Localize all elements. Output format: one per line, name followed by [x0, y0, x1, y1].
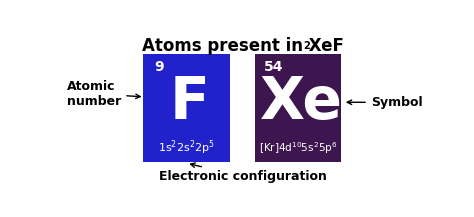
- Bar: [143, 54, 230, 162]
- Text: 54: 54: [264, 60, 283, 74]
- Text: 9: 9: [154, 60, 164, 74]
- Text: Xe: Xe: [260, 74, 343, 131]
- Text: Electronic configuration: Electronic configuration: [159, 163, 327, 183]
- Text: Symbol: Symbol: [347, 96, 422, 109]
- Text: [Kr]4d$^{10}$5s$^2$5p$^6$: [Kr]4d$^{10}$5s$^2$5p$^6$: [259, 140, 337, 156]
- Bar: [255, 54, 341, 162]
- Text: 2: 2: [303, 41, 310, 51]
- Text: 1s$^2$2s$^2$2p$^5$: 1s$^2$2s$^2$2p$^5$: [158, 138, 215, 157]
- Text: Atomic
number: Atomic number: [67, 80, 140, 108]
- Text: Atoms present in XeF: Atoms present in XeF: [142, 37, 344, 55]
- Text: F: F: [170, 74, 210, 131]
